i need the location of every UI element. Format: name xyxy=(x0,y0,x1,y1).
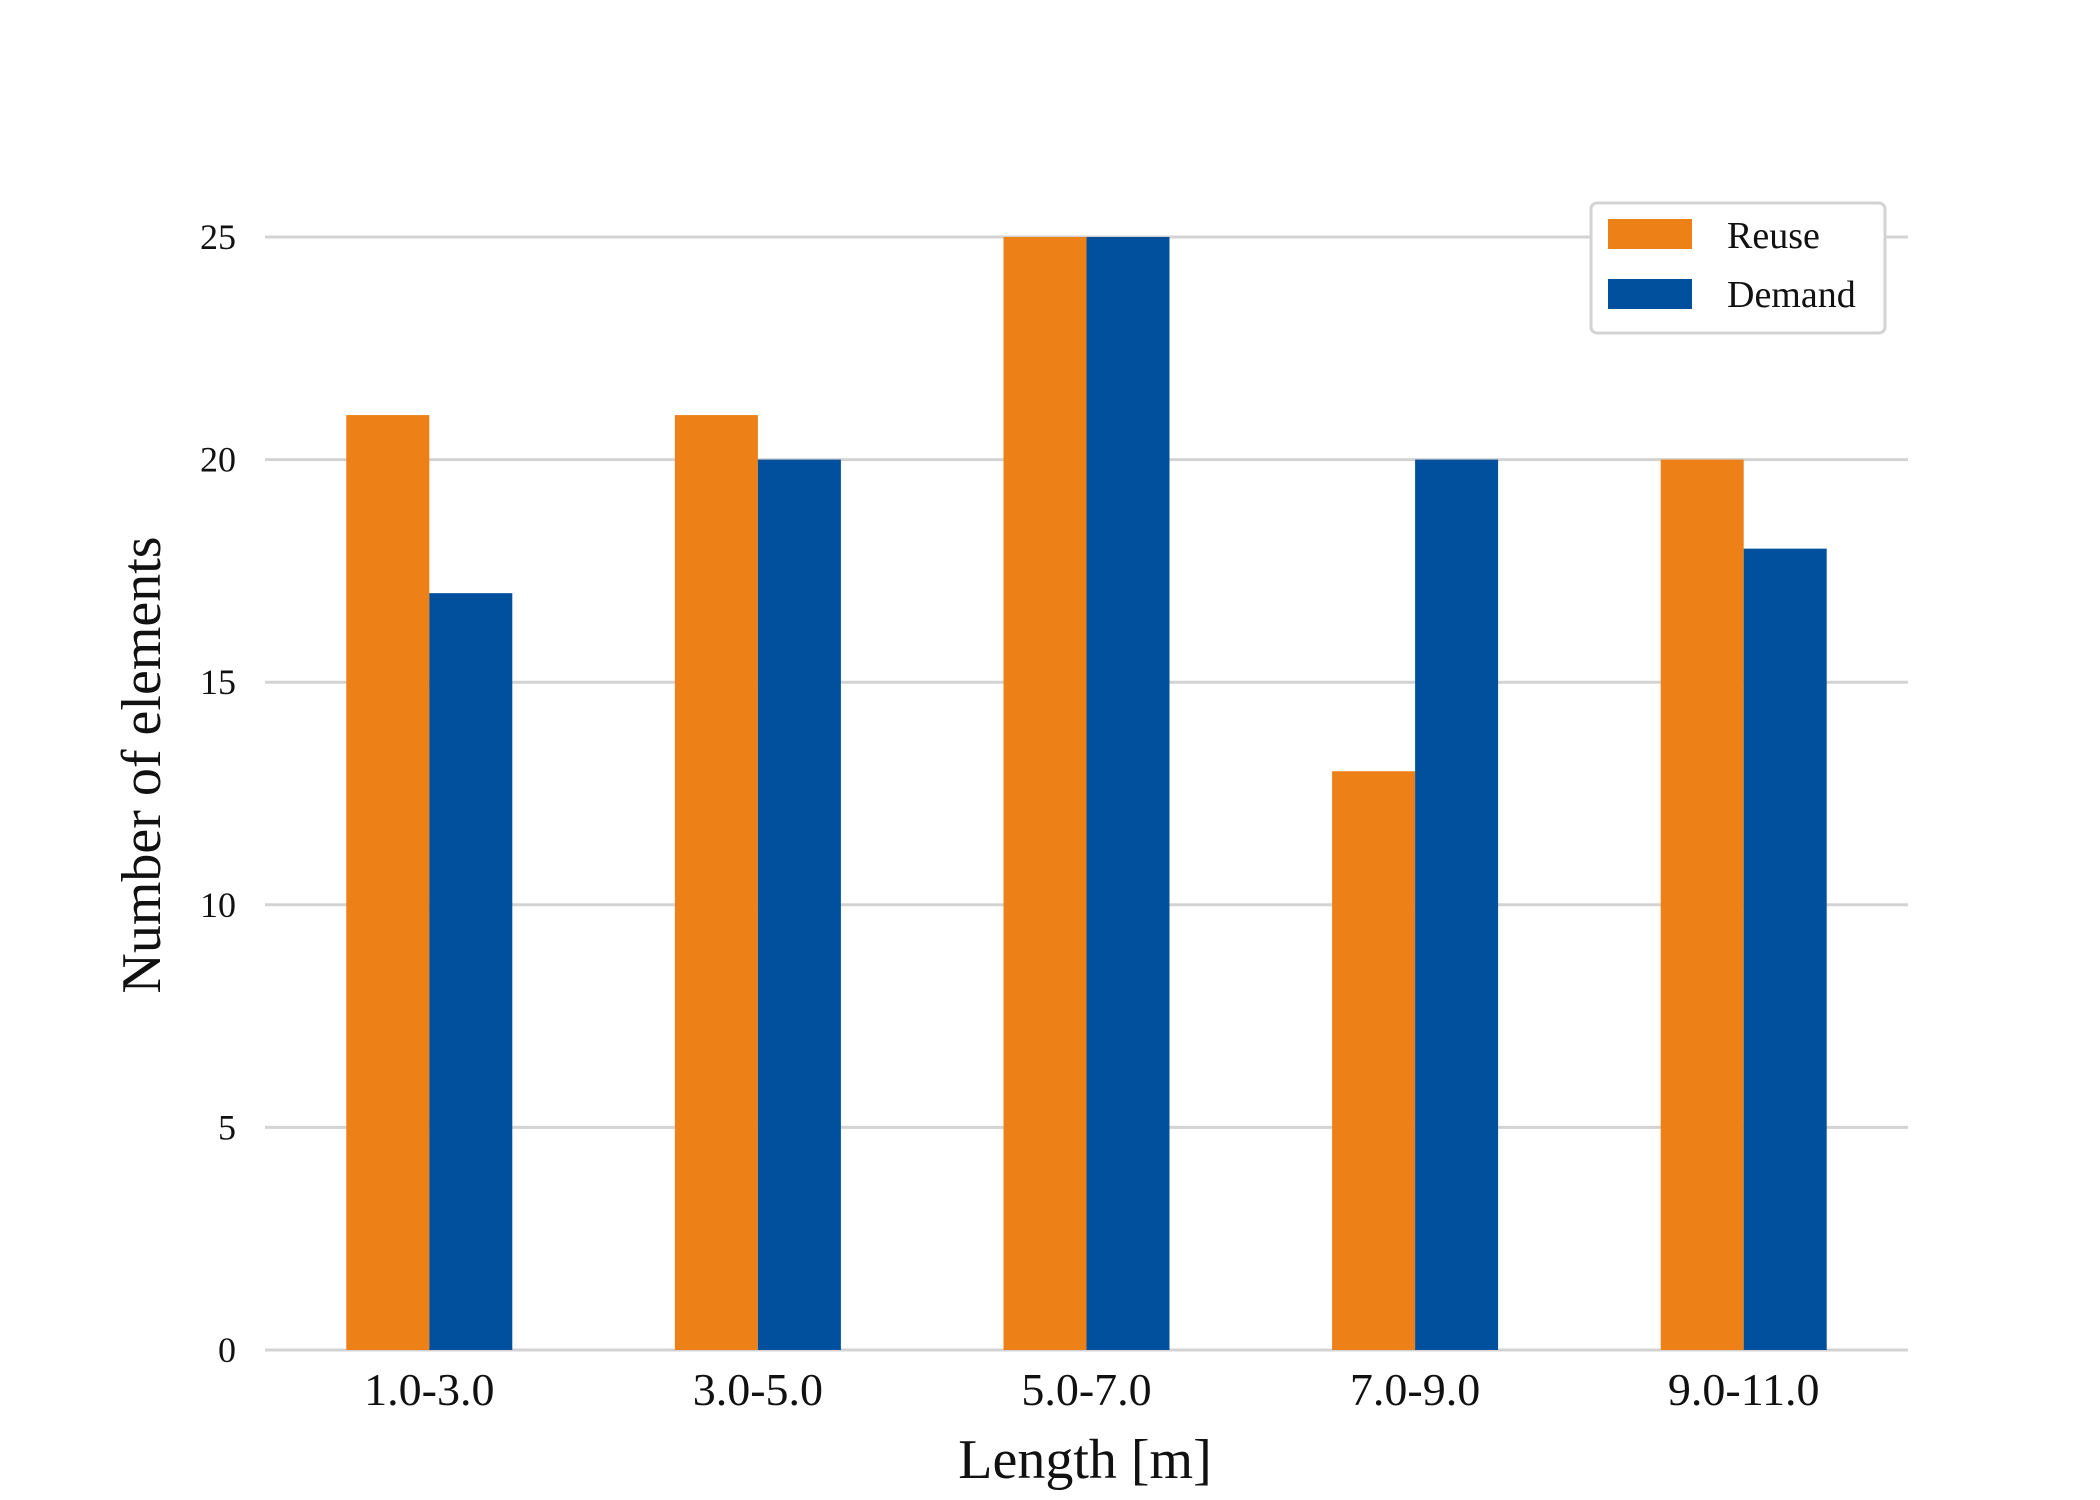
x-tick-label-1-0-3-0: 1.0-3.0 xyxy=(364,1364,494,1415)
y-axis-ticks: 0 5 10 15 20 25 xyxy=(200,217,236,1370)
bar-reuse-7-0-9-0 xyxy=(1332,771,1416,1350)
y-tick-label-0: 0 xyxy=(218,1330,236,1370)
bar-demand-1-0-3-0 xyxy=(429,593,513,1350)
bar-demand-5-0-7-0 xyxy=(1086,237,1170,1350)
bar-demand-3-0-5-0 xyxy=(757,459,841,1351)
y-tick-label-15: 15 xyxy=(200,662,236,702)
x-tick-label-3-0-5-0: 3.0-5.0 xyxy=(693,1364,823,1415)
bar-demand-9-0-11-0 xyxy=(1743,548,1827,1350)
y-tick-label-25: 25 xyxy=(200,217,236,257)
bar-reuse-3-0-5-0 xyxy=(674,415,758,1351)
y-tick-label-5: 5 xyxy=(218,1107,236,1147)
x-axis-ticks: 1.0-3.0 3.0-5.0 5.0-7.0 7.0-9.0 9.0-11.0 xyxy=(364,1364,1819,1415)
legend-swatch-reuse xyxy=(1608,219,1692,249)
x-axis-label: Length [m] xyxy=(958,1429,1211,1491)
bar-reuse-1-0-3-0 xyxy=(346,415,430,1351)
bar-demand-7-0-9-0 xyxy=(1415,459,1499,1351)
legend-swatch-demand xyxy=(1608,279,1692,309)
bars xyxy=(346,237,1827,1351)
y-tick-label-10: 10 xyxy=(200,885,236,925)
legend: Reuse Demand xyxy=(1589,201,1887,335)
legend-label-reuse: Reuse xyxy=(1727,215,1820,257)
x-tick-label-5-0-7-0: 5.0-7.0 xyxy=(1021,1364,1151,1415)
x-tick-label-7-0-9-0: 7.0-9.0 xyxy=(1350,1364,1480,1415)
bar-reuse-5-0-7-0 xyxy=(1003,237,1087,1350)
y-axis-label: Number of elements xyxy=(111,536,173,993)
y-tick-label-20: 20 xyxy=(200,440,236,480)
bar-reuse-9-0-11-0 xyxy=(1660,459,1744,1351)
x-tick-label-9-0-11-0: 9.0-11.0 xyxy=(1668,1364,1820,1415)
legend-label-demand: Demand xyxy=(1727,274,1856,316)
